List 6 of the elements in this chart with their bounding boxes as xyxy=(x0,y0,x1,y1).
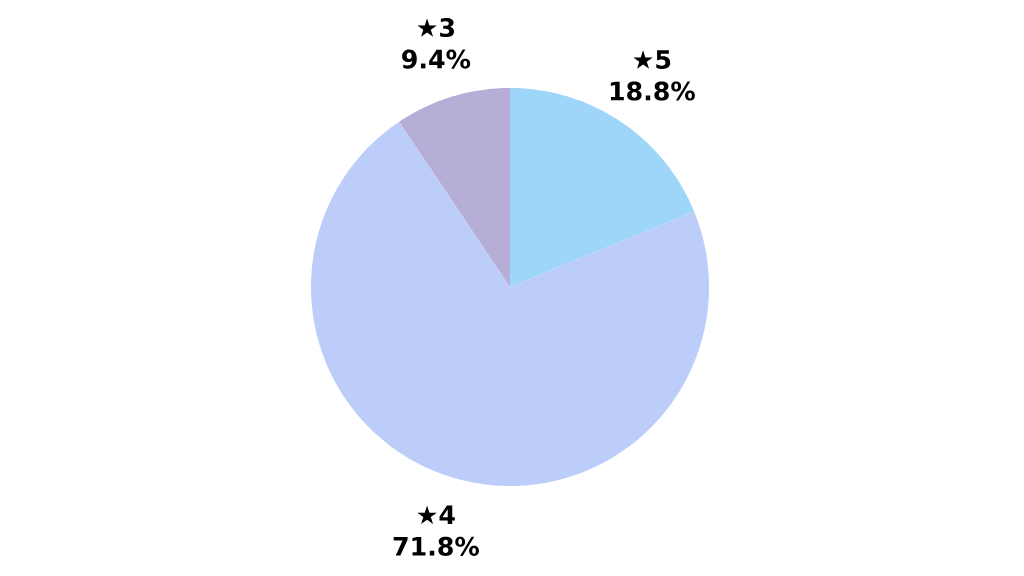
slice-label: ★5 xyxy=(633,50,671,69)
data-label: 9.4% xyxy=(402,49,471,69)
data-label: 71.8% xyxy=(393,536,479,556)
slice-label: ★3 xyxy=(417,17,454,38)
slice-label: ★4 xyxy=(417,505,455,525)
data-label: 18.8% xyxy=(610,81,695,101)
